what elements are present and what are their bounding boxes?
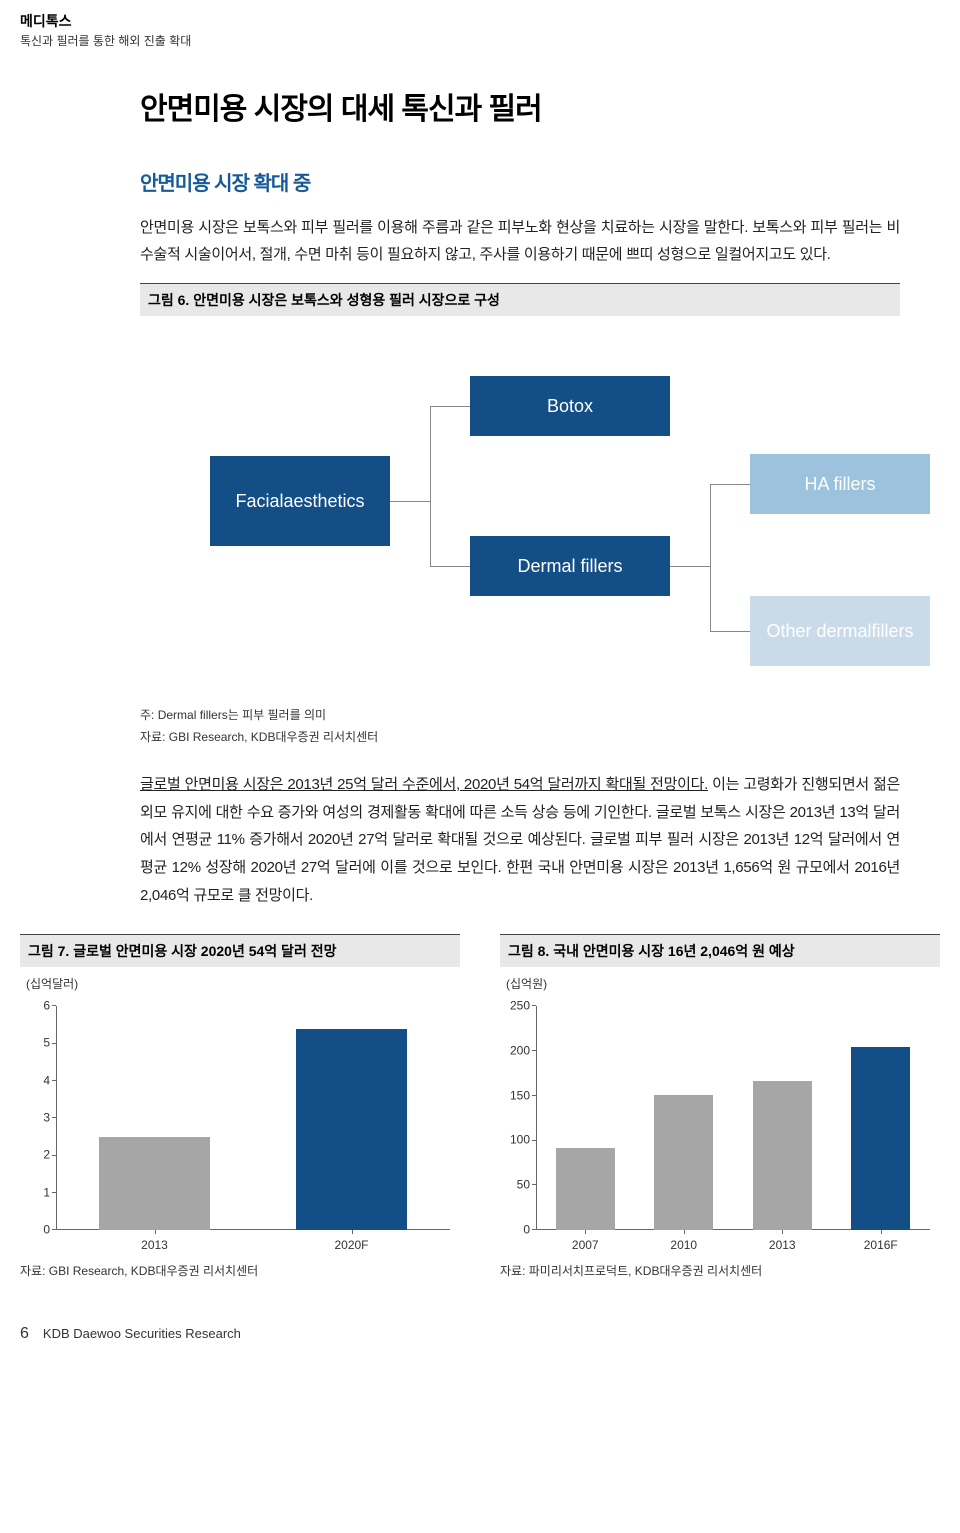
page: 메디톡스 톡신과 필러를 통한 해외 진출 확대 안면미용 시장의 대세 톡신과… [0, 0, 960, 1387]
section-heading: 안면미용 시장 확대 중 [140, 168, 900, 200]
y-tick [532, 1140, 536, 1141]
y-tick-label: 6 [43, 997, 56, 1016]
fig8-chart: 0501001502002502007201020132016F [500, 998, 940, 1258]
y-tick-label: 0 [523, 1221, 536, 1240]
fig8-column: 그림 8. 국내 안면미용 시장 16년 2,046억 원 예상 (십억원) 0… [500, 934, 940, 1282]
fig7-column: 그림 7. 글로벌 안면미용 시장 2020년 54억 달러 전망 (십억달러)… [20, 934, 460, 1282]
y-tick-label: 50 [517, 1176, 536, 1195]
fig6-note: 주: Dermal fillers는 피부 필러를 의미 [140, 706, 900, 725]
fig8-unit: (십억원) [500, 967, 940, 994]
diagram-node-botox: Botox [470, 376, 670, 436]
diagram-connector [670, 566, 710, 567]
page-title: 안면미용 시장의 대세 톡신과 필러 [140, 86, 900, 134]
y-tick [52, 1080, 56, 1081]
y-tick-label: 4 [43, 1071, 56, 1090]
y-tick-label: 200 [510, 1041, 536, 1060]
chart-plot: 012345620132020F [56, 1006, 450, 1230]
main-content: 안면미용 시장의 대세 톡신과 필러 안면미용 시장 확대 중 안면미용 시장은… [0, 56, 960, 910]
y-tick [532, 1184, 536, 1185]
y-tick [52, 1229, 56, 1230]
diagram-connector [430, 406, 431, 566]
diagram-connector [710, 631, 750, 632]
y-tick-label: 100 [510, 1131, 536, 1150]
fig6-source: 자료: GBI Research, KDB대우증권 리서치센터 [140, 728, 900, 747]
intro-paragraph: 안면미용 시장은 보톡스와 피부 필러를 이용해 주름과 같은 피부노화 현상을… [140, 214, 900, 270]
diagram-node-root: Facialaesthetics [210, 456, 390, 546]
y-tick-label: 0 [43, 1221, 56, 1240]
chart-bar [296, 1029, 406, 1231]
y-tick [532, 1095, 536, 1096]
x-tick [881, 1230, 882, 1234]
chart-bar [654, 1095, 713, 1230]
fig7-chart: 012345620132020F [20, 998, 460, 1258]
diagram-connector [710, 484, 750, 485]
x-tick [585, 1230, 586, 1234]
fig6-title: 그림 6. 안면미용 시장은 보톡스와 성형용 필러 시장으로 구성 [140, 283, 900, 316]
fig7-title: 그림 7. 글로벌 안면미용 시장 2020년 54억 달러 전망 [20, 934, 460, 967]
diagram-connector [430, 406, 470, 407]
y-tick [532, 1229, 536, 1230]
body-paragraph: 글로벌 안면미용 시장은 2013년 25억 달러 수준에서, 2020년 54… [140, 771, 900, 910]
x-tick [352, 1230, 353, 1234]
y-axis [536, 1006, 537, 1230]
header-subtitle: 톡신과 필러를 통한 해외 진출 확대 [20, 32, 940, 51]
header-company: 메디톡스 [20, 10, 940, 32]
chart-bar [851, 1047, 910, 1231]
chart-bar [753, 1081, 812, 1230]
diagram-node-dermal: Dermal fillers [470, 536, 670, 596]
diagram-connector [710, 484, 711, 631]
y-tick-label: 5 [43, 1034, 56, 1053]
y-tick [52, 1043, 56, 1044]
y-tick [532, 1050, 536, 1051]
charts-row: 그림 7. 글로벌 안면미용 시장 2020년 54억 달러 전망 (십억달러)… [0, 934, 960, 1282]
fig8-source: 자료: 파미리서치프로덕트, KDB대우증권 리서치센터 [500, 1262, 940, 1281]
y-tick-label: 3 [43, 1109, 56, 1128]
footer-page-number: 6 [20, 1321, 29, 1347]
x-tick [684, 1230, 685, 1234]
chart-plot: 0501001502002502007201020132016F [536, 1006, 930, 1230]
diagram-node-ha: HA fillers [750, 454, 930, 514]
y-axis [56, 1006, 57, 1230]
page-header: 메디톡스 톡신과 필러를 통한 해외 진출 확대 [0, 0, 960, 56]
x-tick [155, 1230, 156, 1234]
y-tick-label: 250 [510, 997, 536, 1016]
y-tick [52, 1155, 56, 1156]
fig8-title: 그림 8. 국내 안면미용 시장 16년 2,046억 원 예상 [500, 934, 940, 967]
fig7-unit: (십억달러) [20, 967, 460, 994]
diagram-node-other: Other dermalfillers [750, 596, 930, 666]
chart-bar [556, 1148, 615, 1230]
y-tick-label: 150 [510, 1086, 536, 1105]
x-tick [782, 1230, 783, 1234]
y-tick [532, 1005, 536, 1006]
page-footer: 6 KDB Daewoo Securities Research [0, 1281, 960, 1347]
y-tick-label: 1 [43, 1183, 56, 1202]
diagram-connector [390, 501, 430, 502]
y-tick-label: 2 [43, 1146, 56, 1165]
footer-brand: KDB Daewoo Securities Research [43, 1324, 241, 1345]
chart-bar [99, 1137, 209, 1230]
y-tick [52, 1005, 56, 1006]
fig6-diagram: FacialaestheticsBotoxDermal fillersHA fi… [140, 336, 900, 696]
body-paragraph-lead: 글로벌 안면미용 시장은 2013년 25억 달러 수준에서, 2020년 54… [140, 776, 708, 793]
diagram-connector [430, 566, 470, 567]
y-tick [52, 1192, 56, 1193]
fig7-source: 자료: GBI Research, KDB대우증권 리서치센터 [20, 1262, 460, 1281]
y-tick [52, 1117, 56, 1118]
body-paragraph-rest: 이는 고령화가 진행되면서 젊은 외모 유지에 대한 수요 증가와 여성의 경제… [140, 776, 900, 904]
